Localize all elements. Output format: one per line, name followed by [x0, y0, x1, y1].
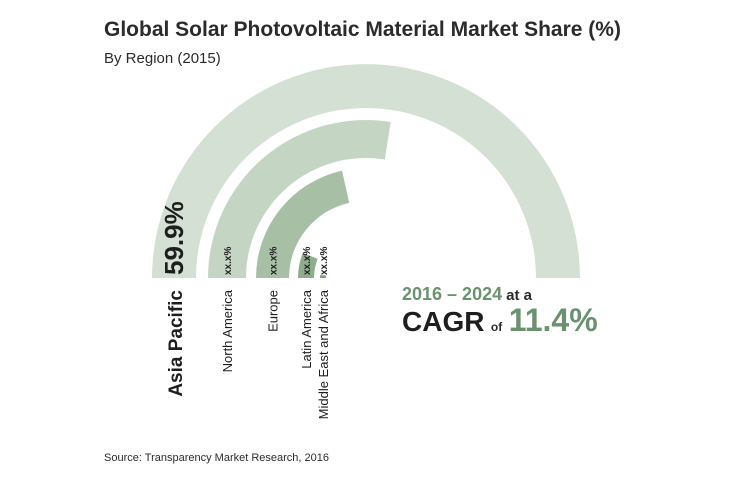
category-label-north-america: North America: [220, 289, 235, 372]
value-label-europe: xx.x%: [269, 247, 280, 275]
value-label-middle-east-and-africa: xx.x%: [319, 247, 330, 275]
cagr-of: of: [490, 320, 503, 334]
bar-north-america: [208, 120, 391, 278]
source-note: Source: Transparency Market Research, 20…: [104, 452, 330, 464]
value-label-latin-america: xx.x%: [302, 247, 313, 275]
value-label-asia-pacific: 59.9%: [159, 201, 189, 275]
category-label-latin-america: Latin America: [299, 289, 314, 369]
category-label-europe: Europe: [266, 290, 281, 332]
cagr-label: CAGR: [402, 306, 485, 337]
chart-title: Global Solar Photovoltaic Material Marke…: [104, 18, 621, 41]
bar-europe: [256, 170, 350, 278]
chart-subtitle: By Region (2015): [104, 50, 221, 67]
bar-middle-east-and-africa: [320, 275, 327, 278]
value-label-north-america: xx.x%: [223, 247, 234, 275]
category-label-middle-east-and-africa: Middle East and Africa: [316, 289, 331, 419]
bar-asia-pacific: [152, 64, 580, 278]
cagr-at-a: at a: [506, 287, 532, 304]
cagr-statement: CAGR of 11.4%: [402, 302, 598, 339]
cagr-value: 11.4%: [508, 302, 598, 338]
cagr-years: 2016 – 2024: [402, 284, 503, 304]
cagr-period: 2016 – 2024 at a: [402, 284, 532, 305]
bar-latin-america: [298, 252, 318, 278]
category-label-asia-pacific: Asia Pacific: [166, 290, 187, 397]
